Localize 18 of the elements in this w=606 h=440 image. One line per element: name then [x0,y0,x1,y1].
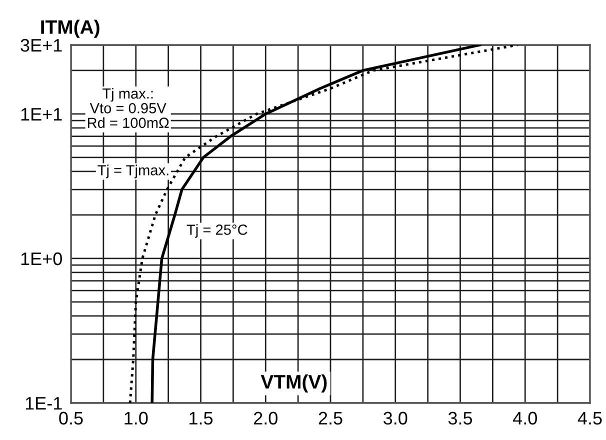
y-axis-title: ITM(A) [41,20,100,38]
x-axis-title: VTM(V) [260,374,327,392]
x-tick-label: 1.0 [124,412,148,425]
x-tick-label: 4.0 [512,412,537,425]
x-tick-label: 3.0 [384,412,408,425]
x-tick-label: 2.5 [318,412,342,425]
y-tick-label: 1E+1 [21,108,62,120]
y-tick-label: 3E+1 [20,38,62,52]
x-tick-label: 3.5 [448,412,472,425]
series-label: Tj = Tjmax. [98,164,168,178]
x-tick-label: 4.5 [578,412,602,425]
x-tick-label: 0.5 [59,412,83,425]
annotation: Tj max.: Vto = 0.95V Rd = 100mΩ [88,88,169,128]
series-label: Tj = 25°C [186,224,248,238]
x-tick-label: 2.0 [254,412,278,425]
y-tick-label: 1E+0 [21,252,62,266]
x-tick-label: 1.5 [190,412,213,425]
y-tick-label: 1E-1 [26,397,62,410]
